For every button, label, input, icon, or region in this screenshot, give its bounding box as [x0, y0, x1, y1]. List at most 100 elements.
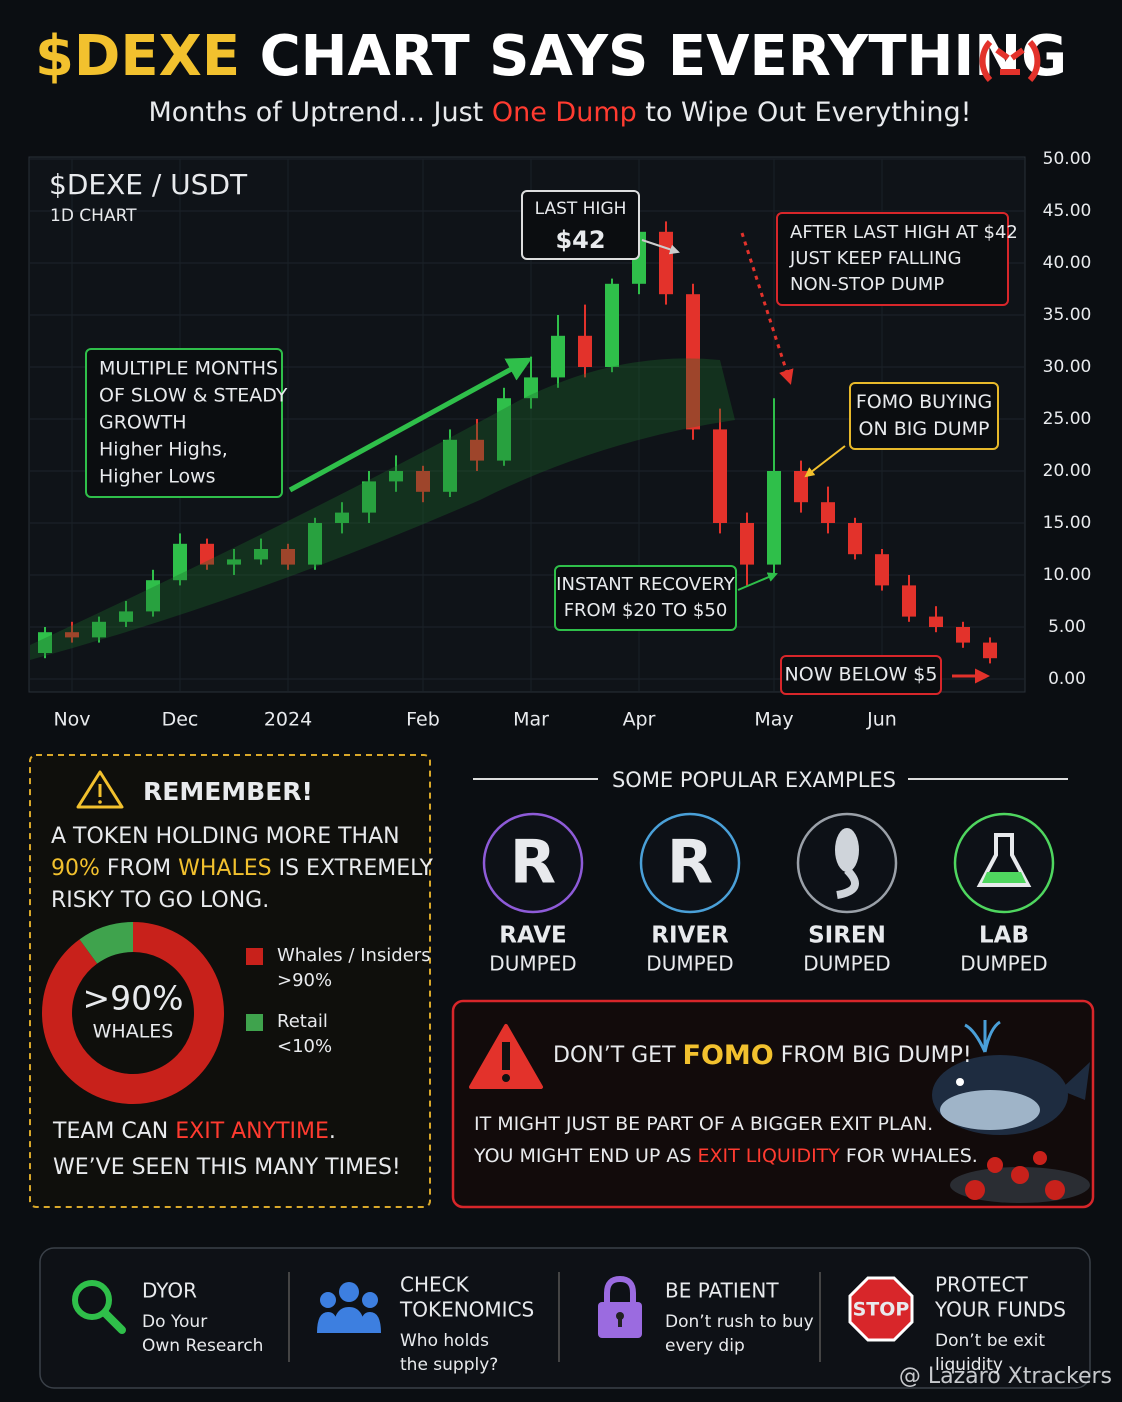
text-part: EXIT ANYTIME	[175, 1119, 329, 1144]
flask-liquid	[982, 872, 1026, 883]
annotation-text: $42	[555, 226, 605, 254]
tip-desc: Don’t be exit	[935, 1331, 1045, 1351]
annotation-text: LAST HIGH	[535, 199, 627, 219]
text-part: WE’VE SEEN THIS MANY TIMES!	[53, 1155, 401, 1180]
x-tick-label: May	[754, 709, 793, 731]
title-part: CHART SAYS EVERYTHING	[240, 24, 1067, 89]
donut-segment	[79, 922, 134, 965]
candle-body	[362, 481, 376, 513]
chart-subtitle: 1D CHART	[50, 206, 137, 226]
legend-name: Retail	[277, 1011, 328, 1032]
rich-line: YOU MIGHT END UP AS EXIT LIQUIDITY FOR W…	[473, 1145, 978, 1167]
legend-name: Whales / Insiders	[277, 945, 431, 966]
growth-arrow	[288, 357, 533, 493]
candle-body	[524, 377, 538, 399]
annotation-text: AFTER LAST HIGH AT $42	[790, 222, 1018, 243]
flask	[976, 833, 1032, 887]
candle-body	[335, 512, 349, 523]
annotation-text: MULTIPLE MONTHS	[99, 358, 278, 380]
candle-body	[686, 294, 700, 430]
text-part: FROM	[100, 856, 178, 881]
angry-icon	[979, 39, 1041, 83]
x-tick-label: Jun	[866, 709, 897, 731]
example-status: DUMPED	[803, 952, 890, 976]
subtitle-part: Months of Uptrend... Just	[148, 97, 491, 128]
whale-illustration	[932, 1020, 1090, 1203]
candle-body	[173, 543, 187, 581]
title-part: $DEXE	[35, 24, 240, 89]
fomo-arrow	[804, 445, 846, 478]
annotation-box	[85, 348, 283, 498]
text-part: 90%	[51, 856, 100, 881]
candle-body	[443, 439, 457, 492]
candle-body	[929, 616, 943, 627]
tip-desc: the supply?	[400, 1355, 498, 1375]
page-title: $DEXE CHART SAYS EVERYTHING	[35, 24, 1067, 89]
candle-body	[470, 439, 484, 461]
annotation-text: Higher Lows	[99, 466, 216, 488]
y-tick-label: 50.00	[1043, 149, 1092, 169]
example-name: LAB	[979, 923, 1029, 949]
annotation-text: NON-STOP DUMP	[790, 274, 944, 295]
candle-body	[848, 523, 862, 555]
annotation-text: ON BIG DUMP	[859, 418, 990, 440]
rich-line: A TOKEN HOLDING MORE THAN	[51, 824, 400, 849]
people-icon	[317, 1282, 381, 1333]
y-tick-label: 35.00	[1043, 305, 1092, 325]
candle-body	[794, 471, 808, 503]
tip-title: YOUR FUNDS	[934, 1298, 1066, 1322]
example-logo	[639, 812, 741, 914]
logo-letter: R	[667, 828, 713, 898]
y-tick-label: 5.00	[1048, 617, 1086, 637]
rich-line: WE’VE SEEN THIS MANY TIMES!	[53, 1155, 401, 1180]
text-part: FOMO	[683, 1040, 774, 1071]
search-icon	[72, 1280, 126, 1334]
text-part: WHALES	[178, 856, 271, 881]
tip-desc: Who holds	[400, 1331, 489, 1351]
annotation-box	[554, 565, 737, 631]
candle-body	[119, 611, 133, 622]
stop-text: STOP	[853, 1299, 910, 1321]
text-part: FROM BIG DUMP!	[774, 1043, 972, 1068]
tip-title: DYOR	[142, 1279, 197, 1303]
rich-line: RISKY TO GO LONG.	[51, 888, 269, 913]
annotation-box	[521, 190, 640, 260]
annotation-box	[776, 212, 1009, 306]
text-part: FOR WHALES.	[840, 1145, 978, 1167]
example-logo	[953, 812, 1055, 914]
siren-figure	[835, 828, 859, 872]
candle-body	[65, 632, 79, 638]
text-part: YOU MIGHT END UP AS	[473, 1145, 698, 1167]
candle-body	[308, 523, 322, 565]
candle-body	[416, 471, 430, 492]
chart-layer: 0.00 5.00 10.00 15.00 20.00 25.00 30.00 35.00 40…	[30, 149, 1091, 731]
tip-desc: Do Your	[142, 1312, 207, 1332]
subtitle-part: to Wipe Out Everything!	[637, 97, 972, 128]
logo-letter: R	[510, 828, 556, 898]
legend-swatch	[246, 1014, 263, 1031]
chart-title: $DEXE / USDT	[49, 168, 248, 201]
text-part: .	[329, 1119, 336, 1144]
x-tick-label: 2024	[264, 709, 312, 731]
remember-heading: REMEMBER!	[143, 777, 313, 806]
text-part: TEAM CAN	[52, 1119, 175, 1144]
text-part: DON’T GET	[553, 1043, 683, 1068]
donut-center-caption: WHALES	[93, 1021, 174, 1043]
y-tick-label: 0.00	[1048, 669, 1086, 689]
x-tick-label: Apr	[623, 709, 656, 731]
tip-desc: every dip	[665, 1336, 745, 1356]
page-subtitle: Months of Uptrend... Just One Dump to Wi…	[148, 97, 971, 128]
tip-title: PROTECT	[935, 1273, 1029, 1297]
danger-icon-dot	[502, 1074, 510, 1082]
siren-tail	[836, 867, 859, 899]
tip-desc: Own Research	[142, 1336, 263, 1356]
y-tick-label: 15.00	[1043, 513, 1092, 533]
text-part: A TOKEN HOLDING MORE THAN	[51, 824, 400, 849]
candle-body	[200, 543, 214, 565]
rich-line: IT MIGHT JUST BE PART OF A BIGGER EXIT P…	[474, 1113, 933, 1135]
examples-heading: SOME POPULAR EXAMPLES	[612, 768, 896, 792]
donut-segment	[42, 922, 224, 1104]
annotation-text: NOW BELOW $5	[785, 664, 938, 686]
fomo-box	[451, 999, 1095, 1209]
annotation-text: OF SLOW & STEADY	[99, 385, 288, 407]
